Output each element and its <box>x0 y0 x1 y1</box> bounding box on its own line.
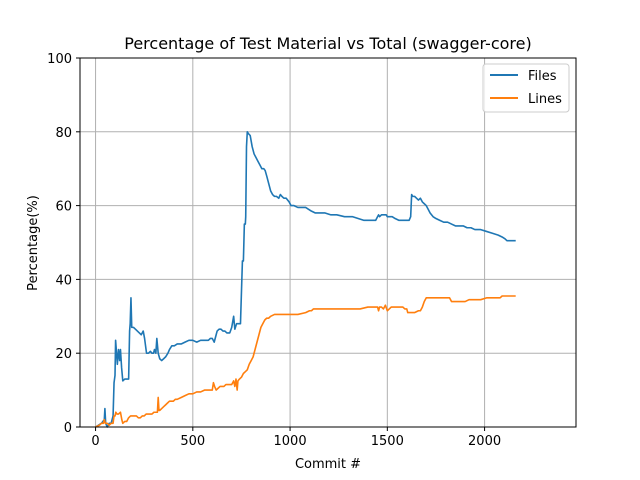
x-tick-label: 0 <box>91 434 99 449</box>
y-tick-label: 0 <box>64 421 72 436</box>
x-axis-label: Commit # <box>295 457 361 472</box>
series-layer <box>95 131 516 428</box>
legend-label-files: Files <box>528 69 557 84</box>
y-tick-label: 60 <box>55 200 72 215</box>
series-line-files <box>95 131 516 428</box>
y-tick-label: 100 <box>47 52 72 67</box>
x-tick-label: 1000 <box>274 434 307 449</box>
y-tick-label: 40 <box>55 273 72 288</box>
x-tick-label: 500 <box>180 434 205 449</box>
y-tick-label: 20 <box>55 347 72 362</box>
y-axis-label: Percentage(%) <box>26 195 41 291</box>
plot-frame <box>79 57 577 428</box>
chart-title: Percentage of Test Material vs Total (sw… <box>124 34 531 53</box>
x-tick-label: 2000 <box>468 434 501 449</box>
series-line-lines <box>95 295 516 428</box>
y-tick-label: 80 <box>55 126 72 141</box>
x-tick-label: 1500 <box>371 434 404 449</box>
legend: Files Lines <box>482 63 570 113</box>
tick-layer: 0 500 1000 1500 2000 0 20 40 60 80 100 <box>47 52 501 449</box>
legend-label-lines: Lines <box>528 92 562 107</box>
